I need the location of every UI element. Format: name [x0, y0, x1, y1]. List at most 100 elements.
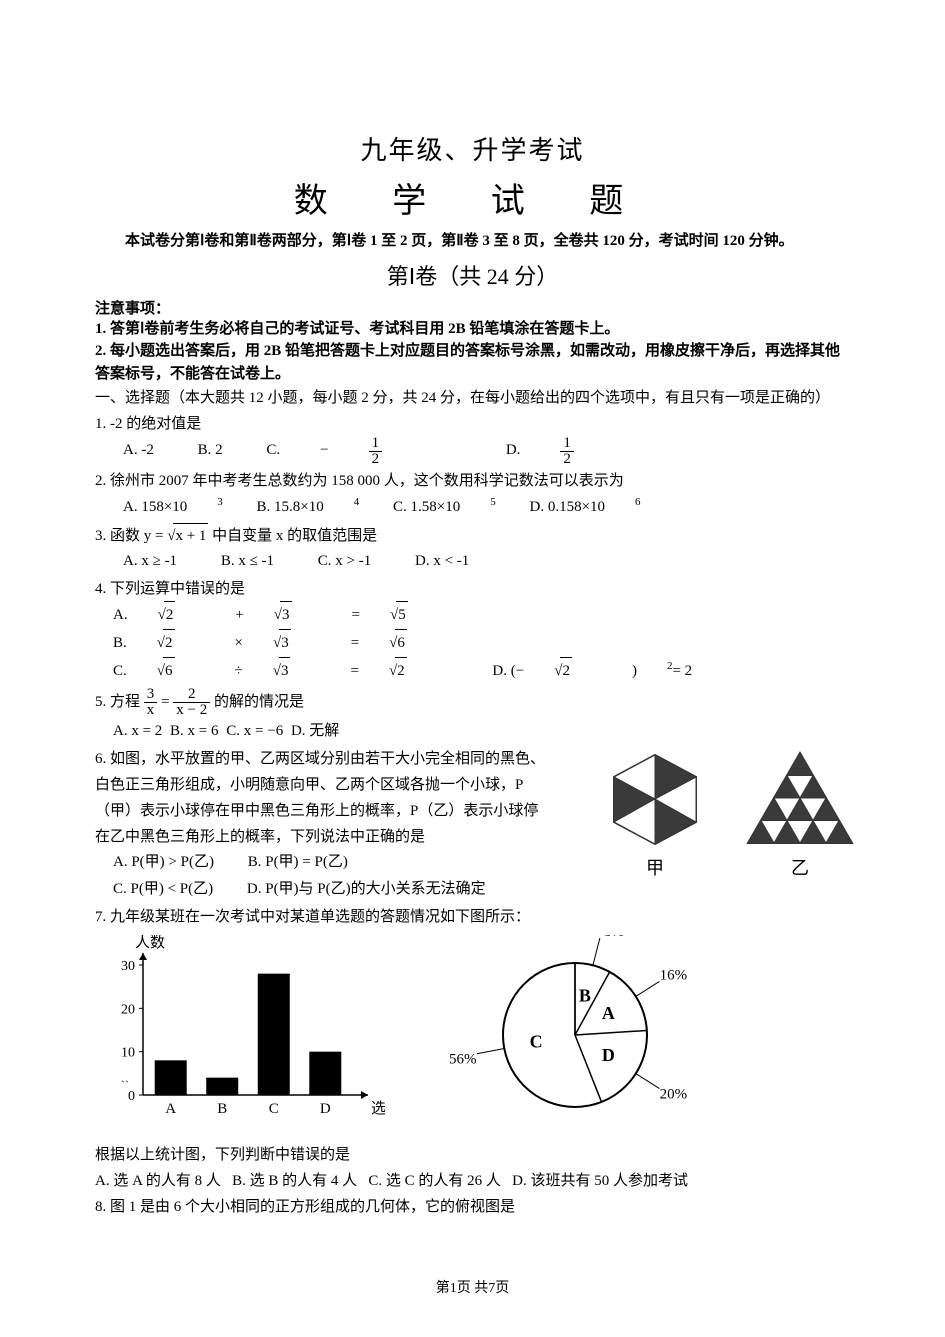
q4c-pre: C. [113, 658, 127, 685]
q5-d2: x − 2 [173, 703, 210, 718]
q4a-eq: = [352, 602, 360, 629]
q6-opt-d: D. P(甲)与 P(乙)的大小关系无法确定 [247, 876, 486, 903]
svg-text:56%: 56% [449, 1051, 477, 1067]
q2-opt-c: C. 1.58×10 5 [393, 493, 496, 521]
q2-c-sup: 5 [490, 496, 496, 508]
q1-d-den: 2 [560, 452, 574, 467]
q1-c-prefix: C. [266, 437, 280, 464]
q4-opt-c: C. 6 ÷ 3 = 2 [113, 657, 467, 685]
q7-opt-c: C. 选 C 的人有 26 人 [368, 1173, 501, 1189]
q6-line-1: 6. 如图，水平放置的甲、乙两区域分别由若干大小完全相同的黑色、 [95, 747, 575, 771]
notice-heading: 注意事项： [95, 297, 850, 318]
q6-opt-a: A. P(甲) > P(乙) [113, 849, 214, 876]
sqrt-icon: 6 [157, 657, 205, 685]
q6-options-row1: A. P(甲) > P(乙) B. P(甲) = P(乙) [95, 849, 575, 876]
q7-pie-chart: B 8% A 16% D 20% C 56% [445, 935, 705, 1135]
svg-text:10: 10 [121, 1045, 135, 1060]
q6-line-3: （甲）表示小球停在甲中黑色三角形上的概率，P（乙）表示小球停 [95, 799, 575, 823]
q5-opt-c: C. x = −6 [226, 718, 283, 745]
q5-stem: 5. 方程 3x = 2x − 2 的解的情况是 [95, 687, 850, 718]
svg-text:16%: 16% [660, 967, 688, 983]
q3-stem-a: 3. 函数 y = [95, 528, 167, 544]
q5-d1: x [144, 703, 158, 718]
q7-options: A. 选 A 的人有 8 人 B. 选 B 的人有 4 人 C. 选 C 的人有… [95, 1169, 850, 1193]
q1-c-num: 1 [369, 436, 383, 452]
svg-text:选项: 选项 [371, 1100, 385, 1117]
q2-stem: 2. 徐州市 2007 年中考考生总数约为 158 000 人，这个数用科学记数… [95, 469, 850, 493]
q4c-eq: = [350, 658, 358, 685]
q6-figure-yi: 乙 [740, 747, 860, 880]
q1-stem: 1. -2 的绝对值是 [95, 412, 850, 436]
q2-b-base: B. 15.8×10 [257, 494, 324, 521]
notice-line-2: 2. 每小题选出答案后，用 2B 铅笔把答题卡上对应题目的答案标号涂黑，如需改动… [95, 340, 850, 385]
q5-eq: = [157, 693, 173, 709]
q4a-mid: + [235, 602, 243, 629]
q7-opt-a: A. 选 A 的人有 8 人 [95, 1173, 221, 1189]
q4c-r1: 6 [163, 657, 175, 685]
q4b-r3: 6 [395, 629, 407, 657]
q1-c-den: 2 [369, 452, 383, 467]
q1-options: A. -2 B. 2 C. −12 D. 12 [95, 436, 850, 467]
q4-stem: 4. 下列运算中错误的是 [95, 577, 850, 601]
q4b-mid: × [235, 630, 243, 657]
q4b-eq: = [351, 630, 359, 657]
notice-line-1: 1. 答第Ⅰ卷前考生务必将自己的考试证号、考试科目用 2B 铅笔填涂在答题卡上。 [95, 318, 850, 341]
q2-opt-a: A. 158×10 3 [123, 493, 223, 521]
svg-text:A: A [602, 1002, 615, 1022]
svg-text:30: 30 [121, 959, 135, 974]
q6-opt-b: B. P(甲) = P(乙) [248, 849, 348, 876]
svg-text:A: A [165, 1101, 176, 1117]
q5-stem-a: 5. 方程 [95, 693, 144, 709]
q6-line-4: 在乙中黑色三角形上的概率，下列说法中正确的是 [95, 825, 575, 849]
q2-d-sup: 6 [635, 496, 641, 508]
q1-opt-b: B. 2 [198, 437, 223, 464]
svg-text:B: B [579, 985, 591, 1005]
q7-bar-chart: 0102030``ABCD人数选项 [95, 935, 385, 1125]
svg-text:D: D [320, 1101, 331, 1117]
q3-opt-d: D. x < -1 [415, 548, 469, 575]
svg-text:C: C [269, 1101, 279, 1117]
q4-opt-a: A. 2 + 3 = 5 [113, 601, 468, 629]
page-footer: 第1页 共7页 [0, 1277, 945, 1297]
q2-c-base: C. 1.58×10 [393, 494, 460, 521]
q2-a-sup: 3 [217, 496, 223, 508]
svg-text:0: 0 [128, 1089, 135, 1104]
q5-opt-d: D. 无解 [291, 718, 339, 745]
q4-options: A. 2 + 3 = 5 B. 2 × 3 = 6 C. 6 ÷ 3 = 2 D… [95, 601, 850, 685]
exam-grade-title: 九年级、升学考试 [95, 130, 850, 167]
q4a-pre: A. [113, 602, 128, 629]
q3-opt-a: A. x ≥ -1 [123, 548, 177, 575]
q5-options: A. x = 2 B. x = 6 C. x = −6 D. 无解 [95, 718, 850, 745]
q1-opt-a: A. -2 [123, 437, 154, 464]
q7-opt-b: B. 选 B 的人有 4 人 [232, 1173, 357, 1189]
svg-text:D: D [602, 1045, 615, 1065]
q5-stem-b: 的解的情况是 [210, 693, 304, 709]
exam-subject-title: 数 学 试 题 [95, 173, 850, 222]
q1-c-neg: − [320, 437, 328, 464]
q2-a-base: A. 158×10 [123, 494, 187, 521]
q4d-r1: 2 [560, 657, 572, 685]
q7-after: 根据以上统计图，下列判断中错误的是 [95, 1143, 850, 1167]
q4a-r3: 5 [396, 601, 408, 629]
q4b-r2: 3 [279, 629, 291, 657]
q1-d-num: 1 [560, 436, 574, 452]
q6-line-2: 白色正三角形组成，小明随意向甲、乙两个区域各抛一个小球，P [95, 773, 575, 797]
svg-text:C: C [530, 1031, 543, 1051]
exam-intro: 本试卷分第Ⅰ卷和第Ⅱ卷两部分，第Ⅰ卷 1 至 2 页，第Ⅱ卷 3 至 8 页，全… [95, 230, 850, 253]
q4c-r2: 3 [279, 657, 291, 685]
q6-opt-c: C. P(甲) < P(乙) [113, 876, 213, 903]
q2-d-base: D. 0.158×10 [529, 494, 605, 521]
svg-text:20: 20 [121, 1002, 135, 1017]
svg-text:8%: 8% [604, 935, 624, 940]
q4b-r1: 2 [163, 629, 175, 657]
q3-stem-b: 中自变量 x 的取值范围是 [208, 528, 377, 544]
q5-n1: 3 [144, 687, 158, 703]
sqrt-icon: 3 [274, 601, 322, 629]
sqrt-icon: 2 [158, 601, 206, 629]
q4a-r2: 3 [280, 601, 292, 629]
q3-opt-c: C. x > -1 [318, 548, 371, 575]
svg-text:B: B [217, 1101, 227, 1117]
svg-text:20%: 20% [660, 1086, 688, 1102]
q3-stem: 3. 函数 y = x + 1 中自变量 x 的取值范围是 [95, 523, 850, 548]
q4-opt-b: B. 2 × 3 = 6 [113, 629, 467, 657]
